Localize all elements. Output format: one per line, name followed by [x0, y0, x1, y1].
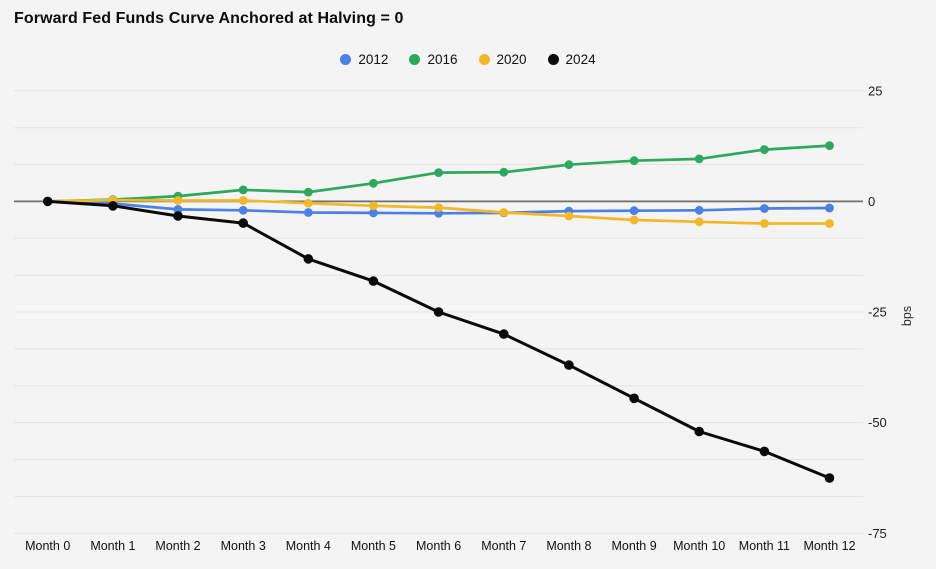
data-point-2020-m8[interactable] [564, 211, 574, 221]
legend-dot-2012-icon [340, 53, 352, 65]
data-point-2020-m9[interactable] [629, 215, 639, 225]
data-point-2024-m2[interactable] [173, 211, 183, 221]
data-point-2016-m11[interactable] [760, 145, 769, 155]
data-point-2024-m8[interactable] [564, 360, 574, 370]
data-point-2016-m4[interactable] [303, 187, 313, 197]
y-tick-label: -50 [868, 415, 887, 430]
series-line-2024 [46, 199, 831, 480]
data-point-2024-m5[interactable] [368, 276, 379, 286]
data-point-2012-m11[interactable] [760, 204, 769, 213]
legend-item-2012[interactable]: 2012 [340, 52, 388, 67]
legend-dot-2020-icon [478, 53, 490, 65]
data-point-2024-m0[interactable] [42, 196, 53, 207]
x-tick-label: Month 4 [286, 539, 331, 553]
data-point-2016-m3[interactable] [238, 185, 248, 195]
data-point-2012-m5[interactable] [369, 208, 378, 218]
data-point-2024-m11[interactable] [759, 446, 770, 457]
x-tick-label: Month 11 [739, 539, 790, 553]
data-point-2024-m6[interactable] [433, 307, 444, 317]
data-point-2020-m3[interactable] [238, 196, 248, 205]
legend-label-2016: 2016 [427, 51, 458, 67]
data-point-2020-m11[interactable] [760, 219, 769, 228]
x-tick-label: Month 0 [25, 539, 70, 553]
legend-dot-2024-icon [547, 53, 559, 65]
data-point-2016-m9[interactable] [629, 156, 639, 166]
data-point-2016-m8[interactable] [564, 160, 574, 170]
data-point-2012-m3[interactable] [238, 205, 248, 215]
data-point-2016-m5[interactable] [369, 178, 378, 188]
data-point-2020-m2[interactable] [173, 196, 183, 205]
y-tick-label: -25 [868, 305, 887, 320]
x-tick-label: Month 7 [481, 539, 526, 553]
data-point-2012-m10[interactable] [694, 205, 704, 215]
data-point-2024-m1[interactable] [108, 201, 118, 211]
data-point-2024-m4[interactable] [303, 254, 314, 264]
x-tick-label: Month 8 [546, 539, 591, 553]
data-point-2024-m9[interactable] [629, 393, 639, 404]
data-point-2024-m12[interactable] [824, 473, 835, 483]
data-point-2012-m4[interactable] [303, 208, 313, 217]
x-tick-label: Month 6 [416, 539, 461, 553]
data-point-2012-m12[interactable] [825, 203, 834, 213]
data-point-2020-m10[interactable] [694, 217, 704, 227]
data-point-2012-m9[interactable] [629, 206, 639, 216]
data-point-2020-m4[interactable] [303, 198, 313, 208]
y-tick-label: -75 [868, 526, 887, 541]
data-point-2020-m12[interactable] [825, 219, 834, 228]
x-tick-label: Month 3 [221, 539, 266, 553]
y-tick-label: 25 [868, 83, 882, 98]
y-axis-title: bps [900, 306, 914, 326]
data-point-2016-m12[interactable] [825, 141, 834, 151]
data-point-2024-m10[interactable] [694, 426, 704, 437]
data-point-2020-m6[interactable] [434, 203, 443, 213]
data-point-2012-m2[interactable] [173, 205, 183, 214]
data-point-2016-m7[interactable] [499, 167, 509, 177]
legend-label-2012: 2012 [358, 51, 389, 67]
legend-item-2020[interactable]: 2020 [478, 51, 527, 67]
data-point-2024-m3[interactable] [238, 218, 248, 228]
x-tick-label: Month 1 [90, 539, 135, 553]
chart-title: Forward Fed Funds Curve Anchored at Halv… [14, 10, 404, 27]
legend-label-2020: 2020 [496, 51, 527, 67]
legend-item-2016[interactable]: 2016 [409, 51, 458, 67]
legend-label-2024: 2024 [565, 51, 596, 67]
legend-item-2024[interactable]: 2024 [547, 51, 596, 67]
x-tick-label: Month 12 [803, 539, 855, 553]
data-point-2016-m6[interactable] [434, 168, 443, 178]
data-point-2016-m10[interactable] [694, 154, 704, 164]
x-tick-label: Month 5 [351, 539, 396, 553]
x-tick-label: Month 10 [673, 539, 725, 553]
chart-legend: 2012 2016 2020 2024 [0, 49, 936, 69]
data-point-2024-m7[interactable] [499, 329, 509, 339]
x-tick-label: Month 9 [612, 539, 657, 553]
x-tick-label: Month 2 [155, 539, 200, 553]
y-tick-label: 0 [868, 194, 875, 209]
data-point-2020-m7[interactable] [499, 208, 509, 217]
legend-dot-2016-icon [409, 53, 421, 65]
data-point-2020-m5[interactable] [369, 201, 378, 211]
